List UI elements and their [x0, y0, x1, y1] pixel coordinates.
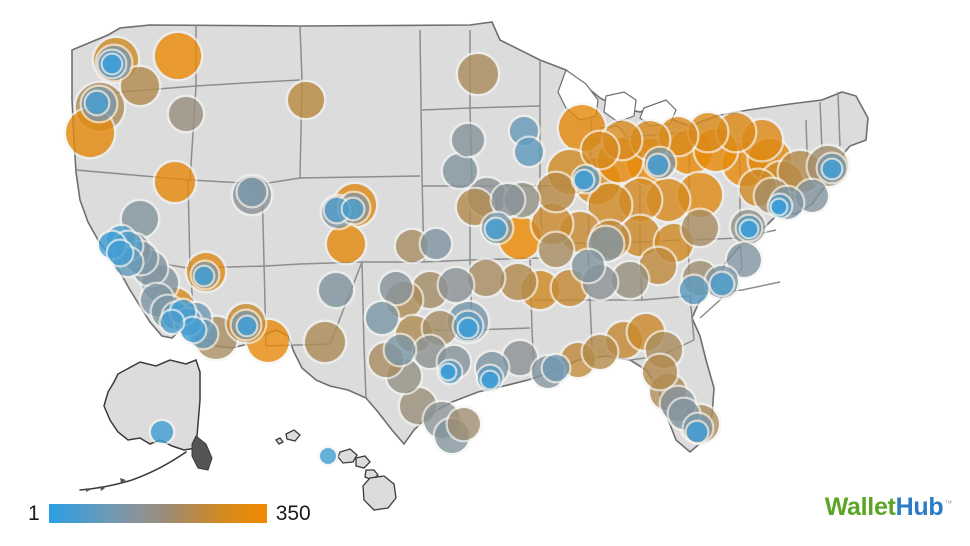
- city-bubble: [769, 197, 789, 217]
- city-bubble: [579, 129, 621, 171]
- wallethub-logo: WalletHub™: [824, 493, 953, 521]
- city-bubble: [679, 207, 721, 249]
- logo-wallet-text: Wallet: [824, 493, 896, 521]
- city-bubble: [317, 445, 339, 467]
- city-bubble: [483, 216, 509, 242]
- city-bubble: [382, 332, 418, 368]
- city-bubble: [455, 51, 501, 97]
- logo-trademark: ™: [944, 498, 952, 508]
- city-bubble: [440, 151, 480, 191]
- city-bubble: [152, 159, 198, 205]
- city-bubble: [324, 222, 368, 266]
- city-bubble: [340, 196, 366, 222]
- city-bubble: [572, 168, 596, 192]
- city-bubble: [235, 175, 269, 209]
- city-bubble: [118, 64, 162, 108]
- city-bubble: [536, 230, 576, 270]
- city-bubble: [438, 362, 458, 382]
- alaska-inset: [103, 359, 201, 451]
- city-bubble: [158, 308, 186, 336]
- city-bubble: [192, 264, 216, 288]
- legend-min-label: 1: [28, 502, 40, 525]
- city-bubble: [640, 352, 680, 392]
- city-bubbles-layer: [63, 30, 851, 467]
- city-bubble: [580, 332, 620, 372]
- city-bubble: [540, 352, 572, 384]
- city-bubble: [436, 265, 476, 305]
- city-bubble: [820, 157, 844, 181]
- hawaii-inset: [275, 429, 397, 511]
- city-bubble: [708, 270, 736, 298]
- city-bubble: [316, 270, 356, 310]
- logo-hub-text: Hub: [895, 493, 944, 521]
- city-bubble: [302, 319, 348, 365]
- city-bubble: [645, 152, 671, 178]
- legend-gradient-bar: [48, 504, 267, 523]
- city-bubble: [363, 299, 401, 337]
- city-bubble: [105, 238, 135, 268]
- city-bubble: [178, 315, 208, 345]
- city-bubble: [456, 316, 480, 340]
- city-bubble: [418, 226, 454, 262]
- city-bubble: [489, 181, 527, 219]
- city-bubble: [479, 369, 501, 391]
- alaska-islets: [86, 478, 126, 492]
- city-bubble: [285, 79, 327, 121]
- city-bubble: [166, 94, 206, 134]
- city-bubble: [534, 170, 578, 214]
- city-bubble: [152, 30, 204, 82]
- city-bubble: [148, 418, 176, 446]
- aleutian-chain: [79, 451, 187, 491]
- city-bubble: [449, 121, 487, 159]
- city-bubble: [83, 89, 111, 117]
- city-bubble: [377, 269, 415, 307]
- city-bubble: [677, 273, 711, 307]
- city-bubble: [569, 247, 607, 285]
- city-bubble: [512, 135, 546, 169]
- city-bubble: [235, 314, 259, 338]
- city-bubble: [738, 218, 760, 240]
- city-bubble: [684, 419, 710, 445]
- city-bubble: [100, 52, 124, 76]
- legend-max-label: 350: [275, 502, 311, 525]
- city-bubble: [445, 405, 483, 443]
- legend: 1 350: [28, 503, 311, 524]
- alaska-panhandle: [191, 435, 213, 471]
